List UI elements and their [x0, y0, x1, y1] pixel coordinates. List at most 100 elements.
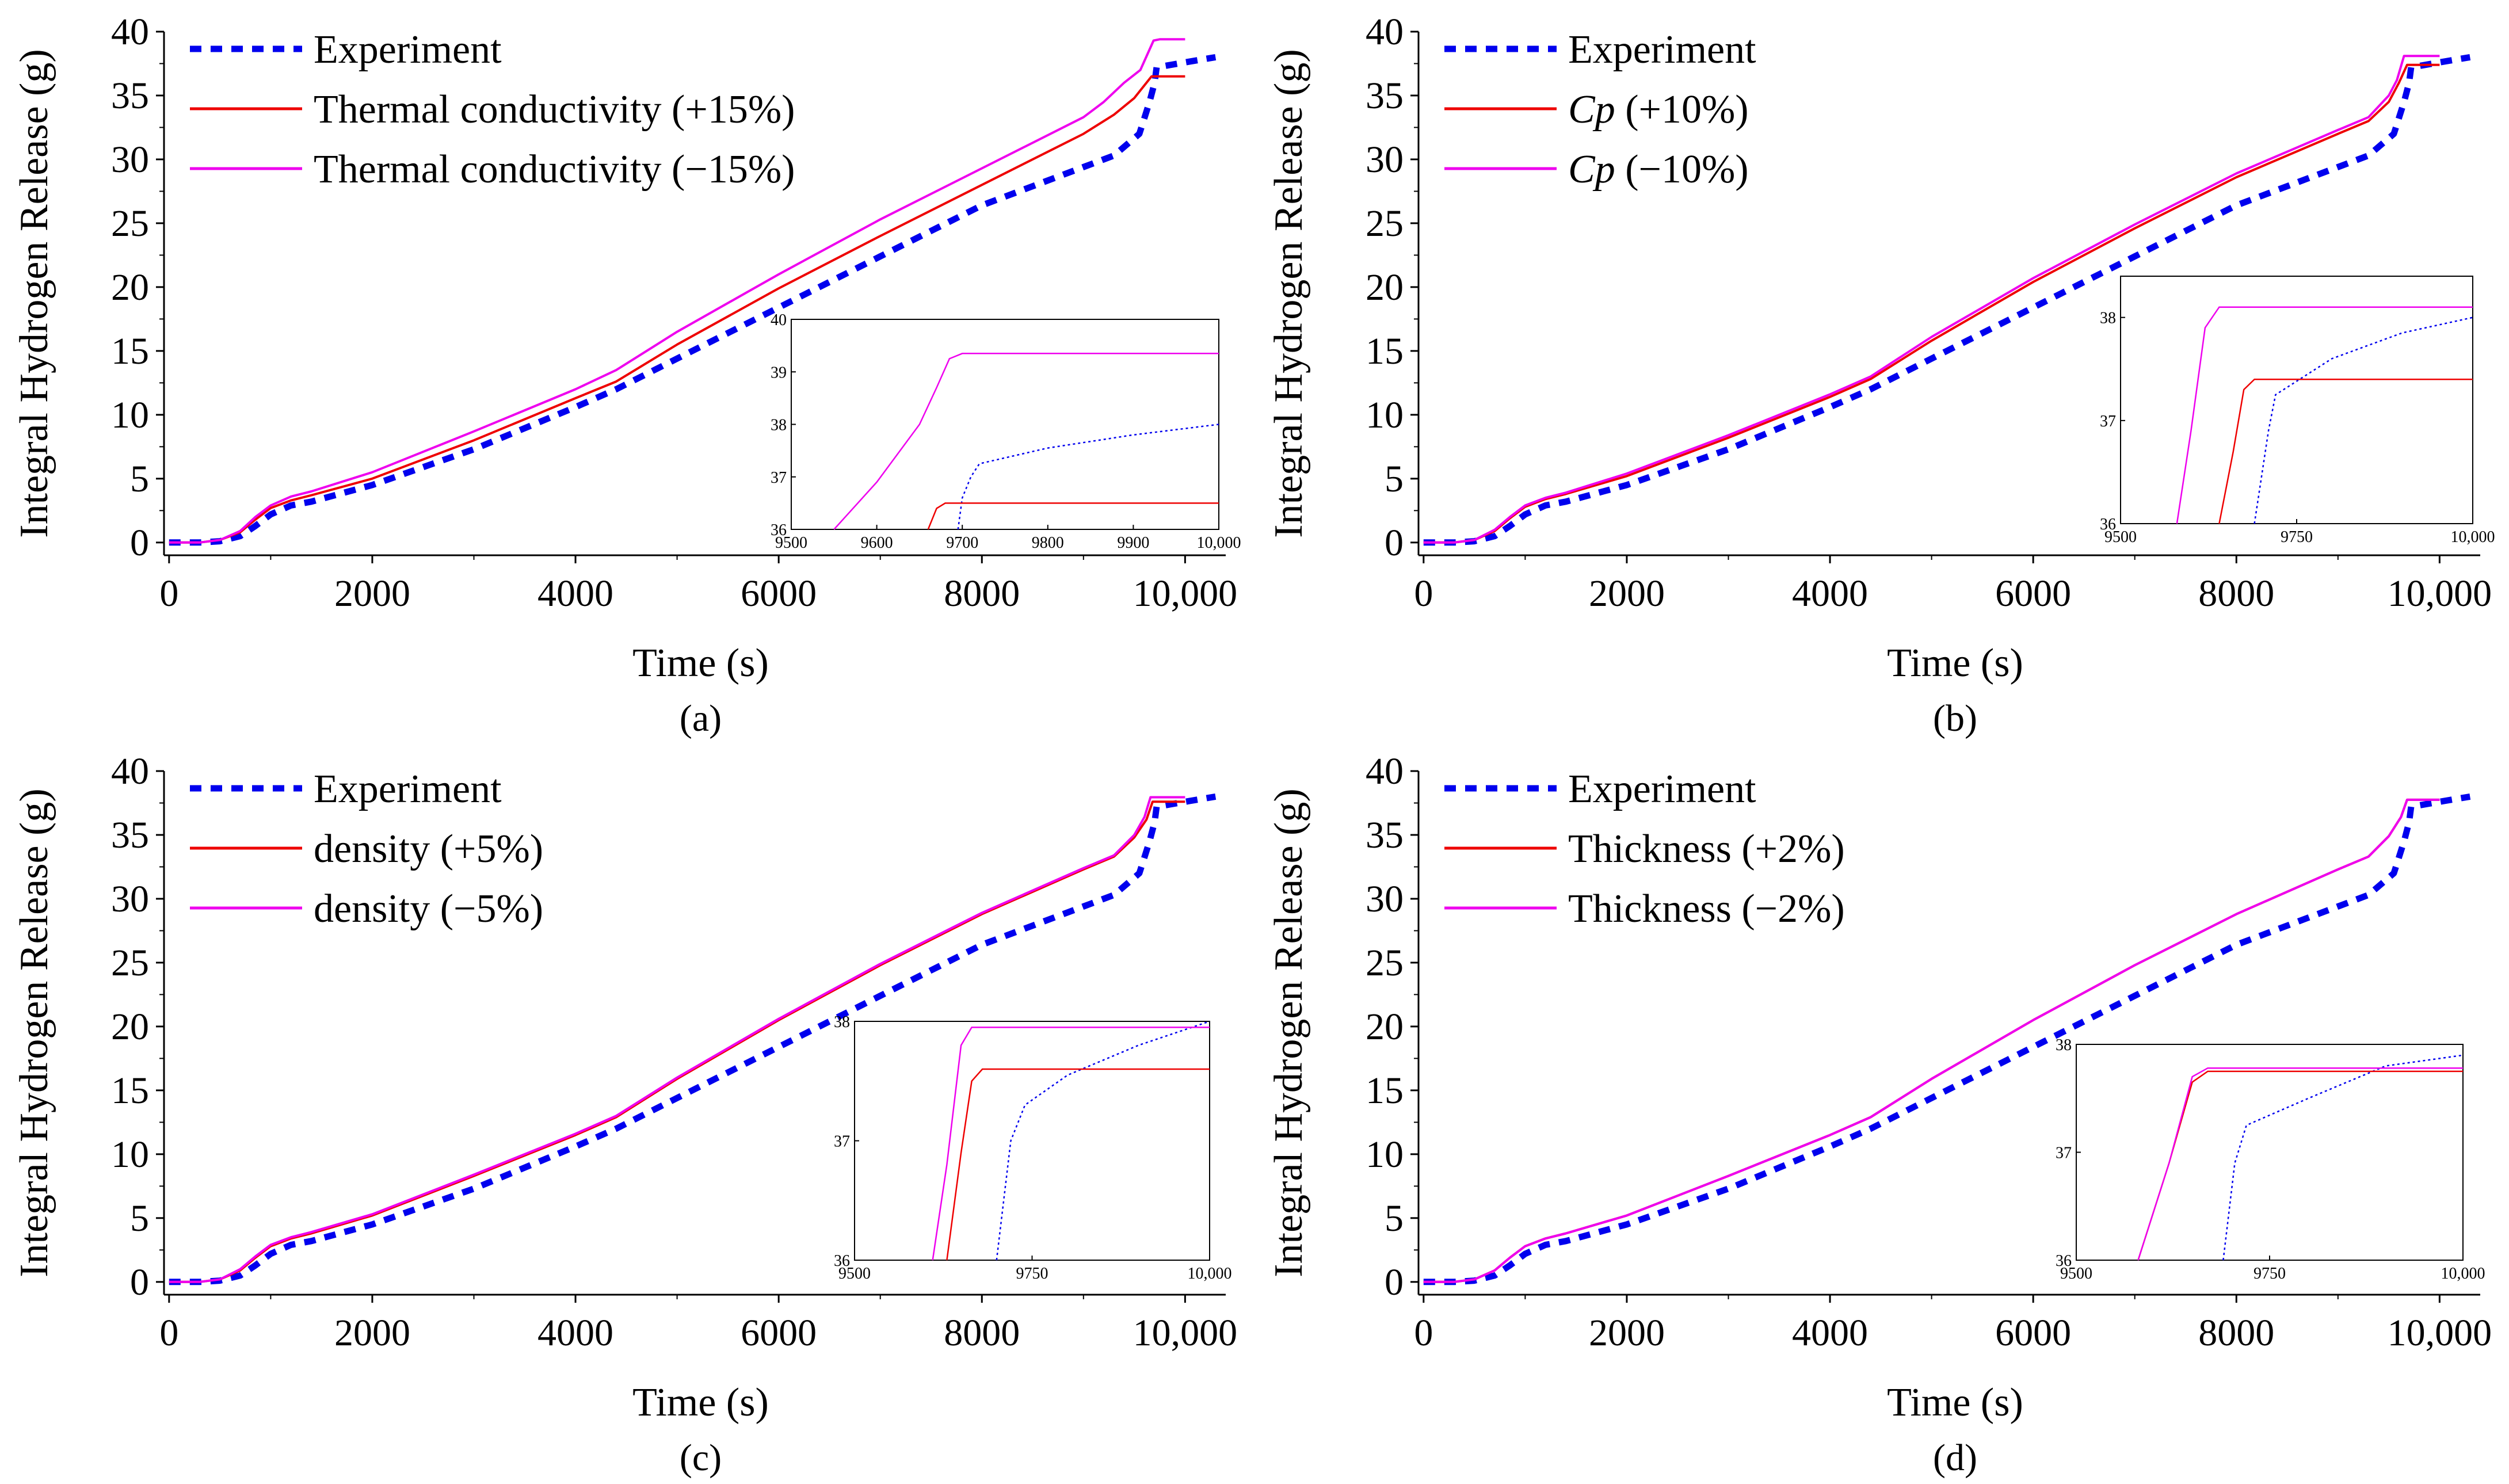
series-line-1 [169, 75, 1185, 544]
x-tick-label: 2000 [1589, 573, 1665, 615]
legend-label-2: Thermal conductivity (−15%) [314, 147, 795, 192]
legend-label-0: Experiment [314, 28, 502, 72]
inset-x-tick-label: 9750 [2253, 1265, 2286, 1283]
inset-y-tick-label: 36 [2100, 516, 2116, 533]
chart-panel-b: 0 5 10 15 20 25 30 35 40 0 2000 4000 6000 8000 10,000 I… [1267, 11, 2495, 739]
inset-x-tick-label: 9700 [946, 534, 978, 552]
inset-x-tick-label: 10,000 [2451, 528, 2495, 546]
series-line-2 [1423, 55, 2440, 544]
inset-frame [2076, 1044, 2464, 1261]
x-tick-label: 2000 [334, 1312, 410, 1354]
y-tick-label: 0 [1385, 1261, 1404, 1303]
y-tick-label: 0 [130, 522, 149, 564]
y-tick-label: 25 [1366, 942, 1404, 984]
y-tick-label: 5 [1385, 1197, 1404, 1239]
inset-x-tick-label: 9500 [838, 1265, 871, 1283]
x-tick-label: 6000 [1995, 1312, 2071, 1354]
y-tick-label: 20 [1366, 266, 1404, 308]
x-tick-label: 8000 [2198, 573, 2274, 615]
inset-chart: 36 37 38 9500 9750 10,000 [834, 1013, 1232, 1283]
x-tick-label: 10,000 [1133, 573, 1238, 615]
x-tick-label: 0 [1414, 1312, 1433, 1354]
legend-label-0: Experiment [314, 767, 502, 811]
y-tick-label: 15 [111, 1070, 149, 1112]
series-line-0 [1423, 793, 2471, 1285]
y-tick-label: 5 [1385, 458, 1404, 500]
x-tick-label: 8000 [944, 1312, 1020, 1354]
inset-series-line-0 [2253, 316, 2473, 524]
series-line-2 [169, 796, 1185, 1283]
inset-frame [2120, 276, 2473, 524]
y-tick-label: 30 [111, 139, 149, 181]
series-line-0 [1423, 54, 2471, 546]
y-tick-label: 40 [111, 11, 149, 53]
y-tick-label: 10 [1366, 394, 1404, 436]
legend: Experiment Thermal conductivity (+15%) The… [190, 28, 795, 192]
panel-caption: (b) [1933, 697, 1977, 739]
x-tick-label: 2000 [1589, 1312, 1665, 1354]
y-tick-label: 0 [130, 1261, 149, 1303]
y-tick-label: 30 [111, 878, 149, 920]
inset-y-tick-label: 37 [2056, 1145, 2072, 1162]
y-tick-label: 20 [111, 1006, 149, 1048]
legend: Experiment Cp (+10%) Cp (−10%) [1444, 28, 1756, 192]
series-line-0 [169, 793, 1217, 1285]
legend-label-1: Thickness (+2%) [1568, 827, 1845, 871]
y-tick-label: 15 [111, 330, 149, 372]
x-axis-label: Time (s) [1887, 1380, 2023, 1425]
inset-x-tick-label: 9900 [1117, 534, 1149, 552]
y-tick-label: 35 [111, 814, 149, 856]
x-tick-label: 10,000 [2388, 573, 2492, 615]
inset-y-tick-label: 38 [2056, 1036, 2072, 1054]
legend-label-1: Thermal conductivity (+15%) [314, 87, 795, 132]
inset-chart: 36 37 38 9500 9750 10,000 [2056, 1036, 2485, 1283]
x-axis-label: Time (s) [632, 1380, 769, 1425]
y-tick-label: 35 [111, 75, 149, 117]
inset-x-tick-label: 9500 [2060, 1265, 2092, 1283]
chart-panel-d: 0 5 10 15 20 25 30 35 40 0 2000 4000 6000 8000 10,000 I… [1267, 750, 2492, 1479]
y-tick-label: 20 [1366, 1006, 1404, 1048]
x-tick-label: 4000 [537, 573, 613, 615]
series-line-2 [1423, 798, 2440, 1283]
chart-panel-c: 0 5 10 15 20 25 30 35 40 0 2000 4000 6000 8000 10,000 I… [12, 750, 1237, 1479]
legend: Experiment density (+5%) density (−5%) [190, 767, 543, 931]
inset-y-tick-label: 38 [834, 1013, 850, 1031]
legend-label-2: density (−5%) [314, 887, 543, 931]
inset-x-tick-label: 9750 [1016, 1265, 1048, 1283]
legend-label-2: Thickness (−2%) [1568, 887, 1845, 931]
y-tick-label: 25 [111, 942, 149, 984]
y-tick-label: 10 [111, 394, 149, 436]
x-axis-label: Time (s) [632, 641, 769, 685]
panel-caption: (c) [680, 1437, 722, 1479]
x-tick-label: 4000 [1792, 1312, 1868, 1354]
inset-series-line-0 [996, 1020, 1210, 1261]
y-tick-label: 35 [1366, 75, 1404, 117]
inset-series-line-2 [2176, 306, 2473, 524]
legend: Experiment Thickness (+2%) Thickness (−2%) [1444, 767, 1845, 931]
y-tick-label: 40 [1366, 11, 1404, 53]
y-tick-label: 35 [1366, 814, 1404, 856]
x-tick-label: 0 [159, 573, 178, 615]
y-tick-label: 5 [130, 1197, 149, 1239]
inset-series-line-2 [833, 353, 1219, 530]
inset-x-tick-label: 10,000 [1197, 534, 1241, 552]
series-line-0 [169, 54, 1217, 546]
inset-series-line-2 [932, 1027, 1210, 1261]
legend-label-1: density (+5%) [314, 827, 543, 871]
legend-label-0: Experiment [1568, 767, 1756, 811]
inset-y-tick-label: 37 [771, 469, 787, 487]
inset-y-tick-label: 37 [2100, 413, 2116, 430]
x-tick-label: 10,000 [2388, 1312, 2492, 1354]
series-line-2 [169, 38, 1185, 544]
y-tick-label: 15 [1366, 330, 1404, 372]
y-tick-label: 40 [1366, 750, 1404, 792]
x-tick-label: 0 [1414, 573, 1433, 615]
inset-series-line-1 [927, 502, 1219, 530]
inset-frame [791, 319, 1219, 530]
x-tick-label: 6000 [1995, 573, 2071, 615]
y-axis-label: Integral Hydrogen Release (g) [1267, 49, 1311, 537]
legend-label-2: Cp (−10%) [1568, 147, 1749, 192]
inset-x-tick-label: 10,000 [2441, 1265, 2485, 1283]
x-tick-label: 0 [159, 1312, 178, 1354]
